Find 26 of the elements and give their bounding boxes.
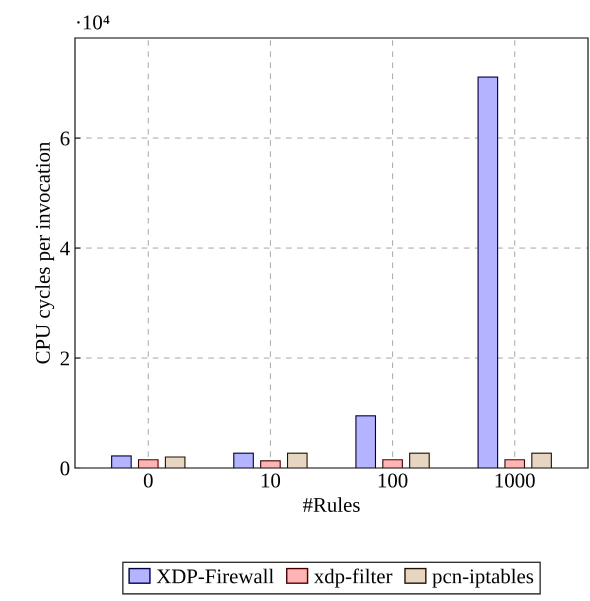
bar	[138, 459, 159, 468]
bar	[355, 415, 376, 468]
y-tick-label: 6	[60, 132, 70, 146]
bar	[233, 452, 254, 468]
legend-label: XDP-Firewall	[156, 568, 274, 584]
bar	[164, 456, 186, 468]
x-tick-label: 100	[378, 473, 408, 488]
bar	[531, 452, 552, 468]
legend-label: xdp-filter	[314, 568, 392, 588]
bar	[409, 452, 430, 468]
bar	[478, 76, 498, 468]
y-tick-label: 0	[60, 461, 70, 476]
x-tick-label: 0	[144, 473, 153, 488]
x-tick-label: 10	[262, 473, 280, 488]
x-tick-label: 1000	[496, 473, 535, 488]
y-tick-label: 2	[60, 351, 69, 366]
bar	[260, 460, 281, 468]
bar	[286, 452, 308, 468]
y-tick-label: 4	[60, 242, 70, 256]
bar	[382, 459, 403, 468]
y-axis-title: CPU cycles per invocation	[35, 142, 54, 364]
text: ·10⁴	[77, 15, 110, 30]
bar	[504, 459, 526, 468]
x-axis-title: #Rules	[302, 497, 360, 512]
bar	[111, 455, 132, 468]
legend-label: pcn-iptables	[432, 568, 534, 588]
